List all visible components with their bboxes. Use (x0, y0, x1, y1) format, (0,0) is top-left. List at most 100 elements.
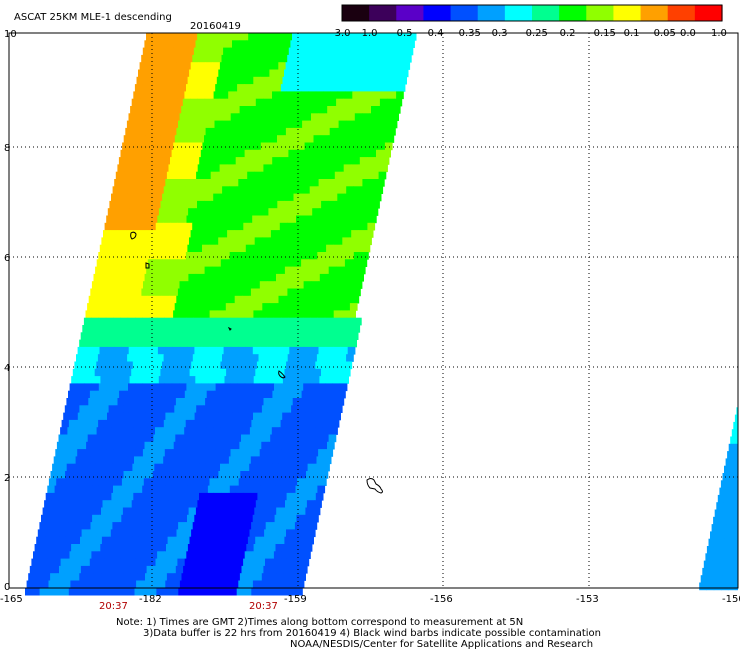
swath-cell (123, 237, 131, 246)
swath-cell (260, 76, 269, 85)
swath-cell (141, 120, 150, 129)
swath-cell (291, 237, 299, 246)
swath-cell (225, 507, 233, 516)
swath-cell (215, 252, 223, 260)
swath-cell (273, 485, 282, 494)
swath-cell (150, 47, 158, 56)
swath-cell (81, 463, 89, 472)
swath-cell (255, 332, 264, 340)
swath-cell (291, 471, 300, 479)
swath-cell (328, 135, 336, 143)
swath-cell (78, 376, 87, 384)
swath-cell (120, 485, 128, 494)
swath-cell (280, 186, 289, 194)
swath-cell (107, 412, 115, 421)
swath-cell (65, 434, 74, 443)
swath-cell (165, 514, 173, 523)
swath-cell (253, 478, 261, 486)
swath-cell (110, 398, 118, 406)
swath-cell (86, 441, 94, 450)
swath-cell (319, 106, 328, 114)
swath-cell (724, 465, 732, 474)
swath-cell (359, 157, 368, 165)
swath-cell (94, 405, 102, 413)
swath-cell (204, 200, 212, 209)
swath-cell (207, 186, 216, 194)
swath-cell (216, 580, 225, 589)
swath-cell (130, 237, 139, 246)
swath-cell (239, 507, 248, 516)
swath-cell (138, 303, 146, 311)
swath-cell (158, 412, 166, 421)
swath-cell (266, 419, 274, 428)
swath-cell (132, 565, 140, 574)
swath-cell (92, 412, 101, 421)
swath-cell (288, 383, 297, 392)
swath-cell (120, 383, 129, 392)
swath-cell (127, 354, 135, 362)
swath-cell (176, 62, 184, 70)
swath-cell (229, 317, 238, 326)
swath-cell (287, 186, 296, 194)
swath-cell (183, 164, 191, 173)
swath-cell (289, 514, 297, 523)
swath-cell (205, 164, 213, 173)
swath-cell (310, 485, 318, 494)
swath-cell (237, 551, 246, 559)
swath-cell (138, 471, 146, 479)
swath-cell (96, 295, 104, 304)
swath-cell (146, 230, 155, 238)
swath-cell (199, 390, 208, 399)
swath-cell (233, 500, 242, 508)
swath-cell (186, 485, 194, 494)
swath-cell (197, 398, 206, 406)
swath-cell (288, 149, 297, 158)
swath-cell (333, 142, 342, 151)
swath-cell (112, 587, 121, 596)
swath-cell (172, 179, 181, 187)
swath-cell (708, 575, 716, 583)
swath-cell (118, 529, 126, 538)
map-frame (8, 32, 739, 589)
swath-cell (202, 310, 210, 319)
swath-cell (222, 84, 231, 92)
swath-cell (265, 456, 274, 465)
swath-cell (169, 127, 177, 136)
swath-cell (172, 47, 180, 56)
swath-cell (279, 492, 287, 501)
swath-cell (295, 485, 304, 494)
swath-cell (76, 419, 84, 428)
swath-cell (301, 91, 309, 100)
swath-cell (253, 544, 262, 552)
swath-cell (736, 509, 738, 518)
swath-cell (219, 434, 227, 443)
swath-cell (184, 193, 192, 202)
swath-cell (716, 567, 725, 576)
swath-cell (223, 449, 231, 457)
swath-cell (266, 485, 274, 494)
swath-cell (49, 544, 57, 552)
swath-cell (703, 560, 712, 569)
swath-cell (242, 427, 251, 435)
swath-cell (296, 281, 304, 289)
swath-cell (316, 54, 325, 63)
swath-cell (138, 266, 147, 275)
swath-cell (166, 441, 175, 450)
swath-cell (367, 120, 376, 129)
swath-cell (284, 135, 292, 143)
swath-cell (128, 412, 137, 421)
swath-cell (150, 412, 159, 421)
swath-cell (40, 551, 48, 559)
swath-cell (101, 237, 110, 246)
swath-cell (253, 412, 261, 421)
swath-cell (309, 419, 318, 428)
swath-cell (726, 524, 734, 532)
swath-cell (231, 142, 240, 151)
swath-cell (205, 230, 213, 238)
swath-cell (718, 560, 727, 569)
swath-cell (132, 127, 141, 136)
swath-cell (293, 361, 302, 370)
swath-cell (288, 485, 296, 494)
swath-cell (151, 376, 160, 384)
swath-cell (255, 536, 263, 545)
